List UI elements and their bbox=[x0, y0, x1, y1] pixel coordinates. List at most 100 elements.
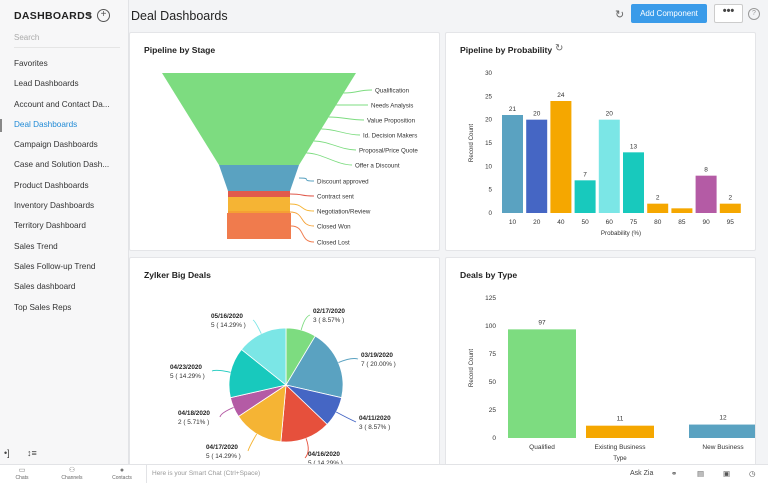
funnel-connector bbox=[321, 128, 361, 136]
bar[interactable] bbox=[502, 115, 523, 213]
funnel-label: Needs Analysis bbox=[371, 103, 413, 110]
bar[interactable] bbox=[671, 208, 693, 213]
x-tick-label: 90 bbox=[702, 219, 710, 226]
y-tick-label: 100 bbox=[485, 323, 496, 330]
funnel-segment[interactable] bbox=[162, 73, 356, 165]
bar[interactable] bbox=[598, 119, 620, 213]
funnel-label: Qualification bbox=[375, 88, 410, 95]
bar[interactable] bbox=[623, 152, 644, 213]
help-icon[interactable]: ? bbox=[748, 8, 760, 20]
channels-button[interactable]: ⚇ Channels bbox=[61, 467, 83, 481]
refresh-icon[interactable]: ↻ bbox=[555, 43, 564, 54]
contacts-button[interactable]: ● Contacts bbox=[111, 467, 133, 481]
deals-by-type-bar-chart: 0 25 50 75 100 125 Record Count 97 Qualified 11 Ex… bbox=[468, 295, 755, 462]
probability-bar-chart: 0 5 10 15 20 25 30 Record Count 21 10 20 20 24 40 7 50 2… bbox=[468, 70, 741, 237]
funnel-segment[interactable] bbox=[219, 165, 299, 191]
sort-icon[interactable]: ↕≡ bbox=[27, 448, 37, 458]
bar[interactable] bbox=[719, 203, 741, 213]
pie-connector bbox=[247, 433, 258, 452]
pie-value-label: 5 ( 14.29% ) bbox=[206, 453, 241, 460]
sidebar-item[interactable]: Deal Dashboards bbox=[0, 115, 128, 135]
calendar-icon[interactable]: ▣ bbox=[723, 469, 731, 478]
y-tick-label: 15 bbox=[485, 140, 492, 147]
sidebar-item[interactable]: Case and Solution Dash... bbox=[14, 160, 110, 170]
bar[interactable] bbox=[586, 425, 654, 438]
pie-label: 04/17/2020 bbox=[206, 444, 238, 451]
y-tick-label: 125 bbox=[485, 295, 496, 302]
sidebar-item[interactable]: Sales Follow-up Trend bbox=[14, 261, 96, 271]
x-tick-label: 75 bbox=[630, 219, 638, 226]
clock-icon[interactable]: ◷ bbox=[749, 469, 756, 478]
funnel-segment[interactable] bbox=[227, 213, 291, 239]
pie-value-label: 5 ( 14.29% ) bbox=[170, 373, 205, 380]
collapse-icon[interactable]: •] bbox=[4, 448, 10, 458]
sidebar-item[interactable]: Inventory Dashboards bbox=[14, 201, 95, 211]
sidebar-item[interactable]: Sales Trend bbox=[14, 241, 58, 251]
bottom-bar: ▭ Chats ⚇ Channels ● Contacts Here is your … bbox=[0, 464, 768, 483]
y-tick-label: 30 bbox=[485, 70, 492, 77]
sidebar-item[interactable]: Favorites bbox=[14, 59, 48, 68]
deals-by-type-panel: Deals by Type 0 25 50 75 100 125 Record Count 9… bbox=[445, 257, 756, 466]
ask-zia-button[interactable]: Ask Zia bbox=[630, 470, 654, 477]
bar-data-label: 13 bbox=[630, 143, 638, 150]
sidebar-item[interactable]: Product Dashboards bbox=[14, 180, 89, 190]
pie-connector bbox=[252, 319, 262, 334]
zia-icon[interactable]: ⚭ bbox=[671, 469, 678, 478]
funnel-label: Proposal/Price Quote bbox=[359, 148, 418, 155]
sidebar-item[interactable]: Top Sales Reps bbox=[14, 302, 72, 312]
x-tick-label: 10 bbox=[509, 219, 517, 226]
chats-label: Chats bbox=[15, 475, 29, 481]
sidebar-item[interactable]: Sales dashboard bbox=[14, 282, 76, 292]
y-tick-label: 0 bbox=[492, 435, 496, 442]
bar[interactable] bbox=[574, 180, 596, 213]
bar[interactable] bbox=[526, 119, 548, 213]
y-tick-label: 50 bbox=[489, 379, 497, 386]
bar[interactable] bbox=[689, 424, 755, 438]
bar-data-label: 21 bbox=[509, 106, 517, 113]
sidebar-title[interactable]: DASHBOARDS bbox=[14, 10, 93, 22]
funnel-connector bbox=[306, 152, 353, 166]
bar[interactable] bbox=[508, 329, 576, 438]
funnel-segment[interactable] bbox=[228, 197, 290, 211]
bar-data-label: 97 bbox=[538, 319, 546, 326]
bar-data-label: 24 bbox=[557, 92, 565, 99]
sidebar-item[interactable]: Account and Contact Da... bbox=[14, 99, 110, 109]
funnel-connector bbox=[290, 225, 315, 243]
smart-chat-input[interactable]: Here is your Smart Chat (Ctrl+Space) bbox=[146, 465, 622, 483]
funnel-label: Discount approved bbox=[317, 179, 369, 186]
x-tick-label: Existing Business bbox=[595, 444, 647, 451]
x-tick-label: 50 bbox=[581, 219, 589, 226]
funnel-connector bbox=[298, 177, 315, 182]
y-tick-label: 0 bbox=[489, 210, 493, 217]
sidebar: DASHBOARDS ▾ + Search Favorites Lead Dash… bbox=[0, 0, 129, 464]
pie-slice[interactable] bbox=[240, 327, 287, 386]
sidebar-item[interactable]: Campaign Dashboards bbox=[14, 140, 98, 150]
bar[interactable] bbox=[695, 175, 717, 213]
add-dashboard-icon[interactable]: + bbox=[97, 9, 110, 22]
pie-slice[interactable] bbox=[237, 384, 287, 443]
x-tick-label: New Business bbox=[702, 444, 744, 451]
sidebar-item[interactable]: Territory Dashboard bbox=[14, 221, 86, 231]
bar[interactable] bbox=[647, 203, 669, 213]
pie-label: 03/19/2020 bbox=[361, 352, 393, 359]
pie-value-label: 7 ( 20.00% ) bbox=[361, 361, 396, 368]
pie-slice[interactable] bbox=[280, 384, 328, 443]
bar-data-label: 20 bbox=[533, 111, 541, 118]
funnel-segment[interactable] bbox=[228, 191, 290, 197]
panel-title: Pipeline by Stage bbox=[144, 45, 216, 55]
bar-data-label: 8 bbox=[704, 167, 708, 174]
sidebar-item[interactable]: Lead Dashboards bbox=[14, 79, 79, 89]
more-options-button[interactable]: ••• bbox=[714, 4, 743, 23]
contacts-icon: ● bbox=[119, 467, 125, 474]
refresh-icon[interactable]: ↻ bbox=[615, 9, 625, 21]
bar-data-label: 7 bbox=[583, 171, 587, 178]
funnel-segment[interactable] bbox=[228, 211, 290, 213]
pie-slice[interactable] bbox=[228, 348, 287, 399]
notes-icon[interactable]: ▤ bbox=[697, 469, 705, 478]
search-input[interactable]: Search bbox=[14, 33, 120, 48]
bar[interactable] bbox=[550, 101, 572, 213]
add-component-button[interactable]: Add Component bbox=[631, 4, 707, 23]
pie-label: 04/23/2020 bbox=[170, 364, 202, 371]
chats-button[interactable]: ▭ Chats bbox=[11, 467, 33, 481]
chevron-down-icon[interactable]: ▾ bbox=[87, 10, 92, 20]
